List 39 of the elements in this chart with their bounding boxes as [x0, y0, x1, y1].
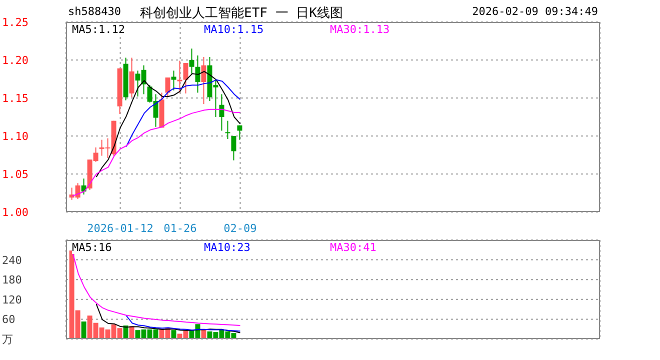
candlestick	[171, 70, 176, 91]
candlestick	[189, 48, 194, 74]
text: MA30:1.13	[330, 23, 390, 36]
y-tick-label: 1.15	[2, 92, 28, 105]
y-tick-label: 1.00	[2, 206, 28, 219]
y-tick-label: 1.05	[2, 168, 28, 181]
y-tick-label: 1.10	[2, 130, 28, 143]
text: MA10:1.15	[204, 23, 264, 36]
candlestick	[195, 54, 200, 94]
bar	[171, 330, 176, 339]
text: sh588430	[68, 5, 121, 18]
x-tick-label: 01-26	[164, 222, 197, 235]
line-series	[96, 304, 241, 334]
chart-title: 科创创业人工智能ETF 一 日K线图	[140, 5, 343, 22]
text: MA30:41	[330, 241, 376, 254]
candlestick	[231, 136, 236, 161]
y-tick-label: 180	[2, 274, 22, 287]
x-tick-label: 02-09	[224, 222, 257, 235]
y-tick-label: 万	[2, 333, 13, 346]
candlestick	[129, 57, 134, 98]
candlestick	[165, 76, 170, 98]
bar	[81, 322, 86, 339]
candlestick	[201, 56, 206, 105]
text: 2026-02-09 09:34:49	[472, 5, 598, 18]
y-tick-label: 60	[2, 313, 16, 326]
x-tick-label: 2026-01-12	[87, 222, 154, 235]
text: MA5:16	[72, 241, 112, 254]
y-tick-label: 240	[2, 254, 22, 267]
y-tick-label: 1.25	[2, 16, 28, 29]
line-series	[126, 315, 241, 332]
text: MA5:1.12	[72, 23, 125, 36]
text: MA10:23	[204, 241, 250, 254]
y-tick-label: 1.20	[2, 54, 28, 67]
candlestick	[219, 94, 224, 132]
y-tick-label: 120	[2, 293, 22, 306]
candlestick	[177, 60, 182, 94]
candlestick	[225, 120, 230, 140]
candlestick	[237, 124, 242, 140]
candlestick	[183, 62, 188, 94]
